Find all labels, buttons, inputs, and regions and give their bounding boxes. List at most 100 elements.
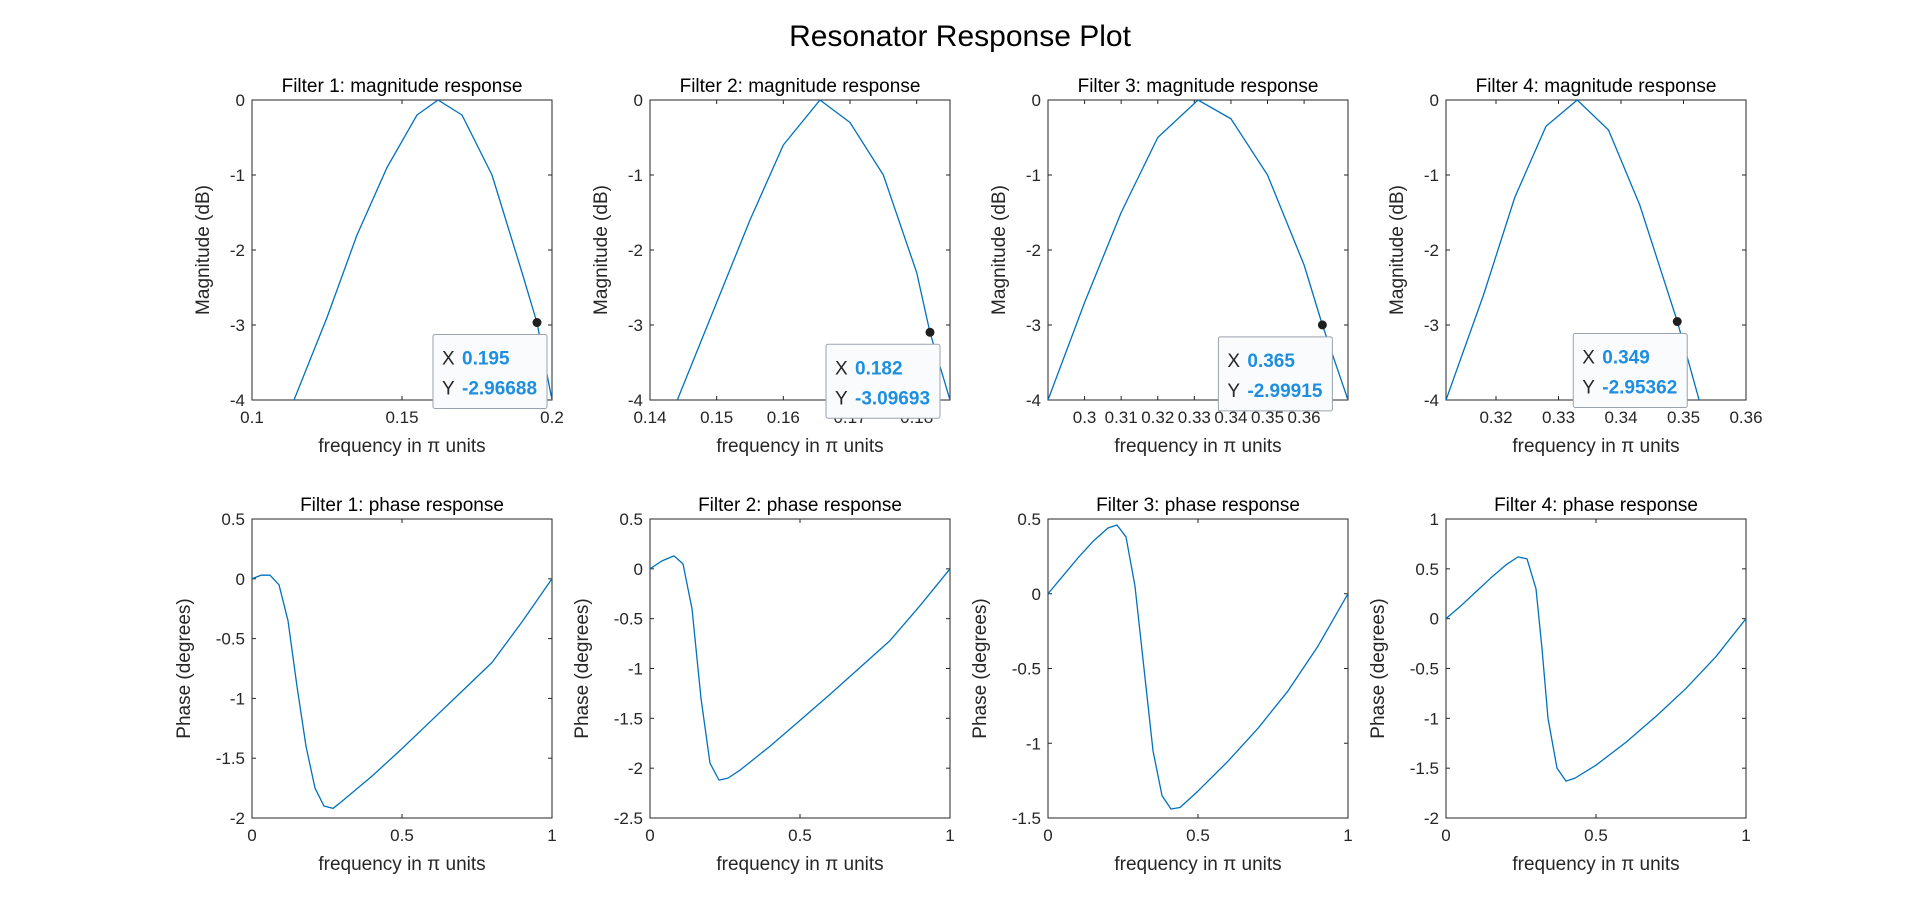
subplot-title: Filter 1: magnitude response [282,76,523,97]
y-tick-label: -4 [230,391,245,410]
data-tip[interactable]: X 0.182 Y -3.09693 [825,343,941,419]
y-tick-label: -4 [628,391,643,410]
subplot-7: 0 0.5 1 -1.5 -1 -0.5 0 0.5 Filter 3: phase respo… [970,495,1353,875]
x-tick-label: 0.33 [1178,408,1211,427]
x-tick-label: 0.5 [1186,826,1210,845]
y-tick-label: -2 [230,809,245,828]
y-tick-label: 0.5 [1415,560,1439,579]
y-tick-label: -1.5 [1410,759,1439,778]
x-tick-label: 1 [1741,826,1750,845]
x-tick-label: 0.34 [1604,408,1637,427]
x-tick-label: 1 [547,826,556,845]
data-tip-y-value: -3.09693 [855,388,930,409]
x-axis-label: frequency in π units [716,436,883,457]
data-tip-y-key: Y [835,388,848,409]
y-tick-label: -0.5 [216,630,245,649]
subplot-title: Filter 4: magnitude response [1476,76,1717,97]
y-tick-label: 0 [634,560,643,579]
subplot-4: 0.32 0.33 0.34 0.35 0.36 -4 -3 -2 -1 0 Filter 4: m… [1387,76,1763,457]
y-tick-label: -0.5 [614,610,643,629]
axes-box [1445,518,1747,819]
axes-box [649,518,951,819]
series-line [1446,556,1746,782]
data-tip[interactable]: X 0.349 Y -2.95362 [1572,333,1688,409]
data-tip-x-value: 0.349 [1602,348,1650,369]
series-line [1446,100,1700,400]
x-tick-label: 0.2 [540,408,564,427]
subplot-title: Filter 3: phase response [1096,495,1300,516]
y-tick-label: -3 [1026,316,1041,335]
data-tip-y-key: Y [1227,381,1240,402]
x-axis-label: frequency in π units [1512,436,1679,457]
y-tick-label: -1 [1026,166,1041,185]
data-tip[interactable]: X 0.195 Y -2.96688 [432,334,548,410]
axes-box [1047,518,1349,819]
y-tick-label: -0.5 [1410,660,1439,679]
x-tick-label: 0.32 [1141,408,1174,427]
y-tick-label: -1.5 [614,709,643,728]
data-tip-marker[interactable] [925,327,935,337]
data-tip-y-value: -2.99915 [1247,381,1322,402]
x-axis-label: frequency in π units [1512,854,1679,875]
y-tick-label: 0 [236,570,245,589]
data-tip-box [432,334,548,410]
y-tick-label: -2 [628,759,643,778]
y-tick-label: -3 [628,316,643,335]
x-tick-label: 1 [945,826,954,845]
x-tick-label: 0.34 [1214,408,1247,427]
data-tip-x-value: 0.365 [1247,351,1295,372]
data-tip-box [1572,333,1688,409]
y-tick-label: -2 [1424,809,1439,828]
y-tick-label: 0.5 [619,510,643,529]
x-tick-label: 0.33 [1542,408,1575,427]
y-tick-label: 0 [1430,91,1439,110]
series-line [1048,100,1348,400]
subplot-6: 0 0.5 1 -2.5 -2 -1.5 -1 -0.5 0 0.5 Filter 2: phase… [572,495,955,875]
x-tick-label: 0.5 [390,826,414,845]
y-tick-label: -1 [1424,166,1439,185]
x-tick-label: 0.36 [1288,408,1321,427]
y-tick-label: -4 [1026,391,1041,410]
x-axis-label: frequency in π units [716,854,883,875]
data-tip[interactable]: X 0.365 Y -2.99915 [1217,336,1333,412]
data-tip-x-key: X [1227,351,1240,372]
data-tip-x-value: 0.182 [855,358,903,379]
subplot-3: 0.3 0.31 0.32 0.33 0.34 0.35 0.36 -4 -3 -2 -1 0 Filt… [989,76,1349,457]
y-axis-label: Magnitude (dB) [1387,185,1408,315]
axes-box [251,518,553,819]
y-tick-label: -1 [1026,734,1041,753]
y-tick-label: -2 [1026,241,1041,260]
data-tip-marker[interactable] [532,318,542,328]
subplot-title: Filter 1: phase response [300,495,504,516]
subplot-1: 0.1 0.15 0.2 -4 -3 -2 -1 0 Filter 1: magnitude r… [193,76,564,457]
series-line [1048,524,1348,810]
y-tick-label: 1 [1430,510,1439,529]
data-tip-marker[interactable] [1672,317,1682,327]
y-axis-label: Magnitude (dB) [989,185,1010,315]
y-axis-label: Phase (degrees) [174,598,195,738]
x-tick-label: 0.31 [1105,408,1138,427]
y-tick-label: -4 [1424,391,1439,410]
x-axis-label: frequency in π units [1114,854,1281,875]
figure-title: Resonator Response Plot [789,20,1131,53]
x-tick-label: 0 [645,826,654,845]
data-tip-marker[interactable] [1317,320,1327,330]
data-tip-y-value: -2.95362 [1602,378,1677,399]
y-tick-label: 0.5 [1017,510,1041,529]
x-tick-label: 0 [1043,826,1052,845]
x-tick-label: 0.15 [700,408,733,427]
y-tick-label: 0 [236,91,245,110]
data-tip-y-key: Y [1582,378,1595,399]
y-tick-label: -1 [230,689,245,708]
data-tip-y-key: Y [442,379,455,400]
series-line [650,555,950,781]
y-tick-label: 0 [1430,610,1439,629]
x-tick-label: 0.14 [633,408,666,427]
y-tick-label: 0 [634,91,643,110]
y-tick-label: -2 [230,241,245,260]
x-tick-label: 0.5 [1584,826,1608,845]
x-tick-label: 0.1 [240,408,264,427]
subplot-title: Filter 3: magnitude response [1078,76,1319,97]
